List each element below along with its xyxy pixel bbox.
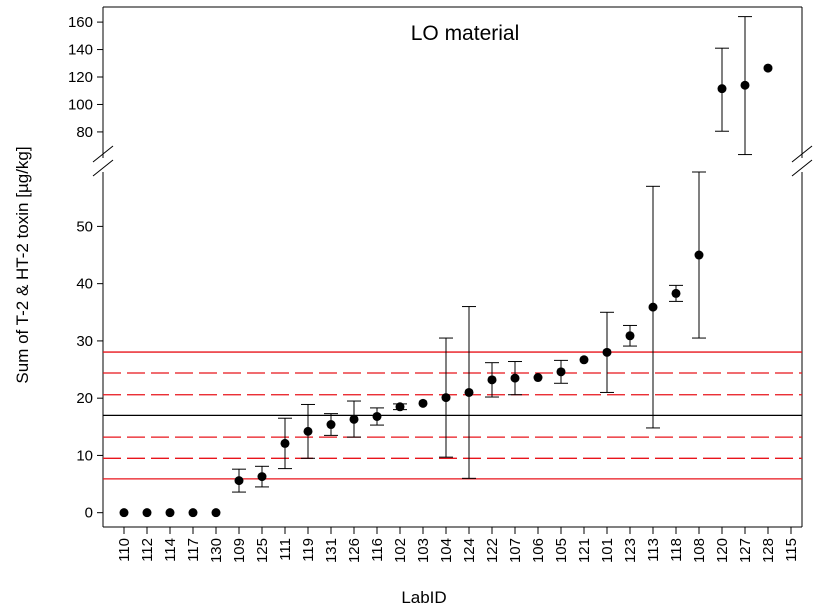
x-tick-label: 120 [714, 538, 731, 563]
x-tick-label: 107 [507, 538, 524, 563]
x-tick-label: 121 [576, 538, 593, 563]
x-tick-label: 124 [461, 538, 478, 563]
data-point [579, 355, 589, 365]
x-tick-label: 115 [783, 538, 800, 562]
y-tick-label: 80 [76, 124, 93, 141]
y-tick-label: 0 [85, 505, 93, 522]
x-tick-label: 108 [691, 538, 708, 563]
data-point [671, 288, 681, 298]
data-point [234, 476, 244, 486]
x-tick-label: 116 [369, 538, 386, 562]
x-tick-label: 128 [760, 538, 777, 563]
data-point [510, 373, 520, 383]
data-point [441, 393, 451, 403]
data-point [648, 302, 658, 312]
x-tick-label: 127 [737, 538, 754, 563]
data-point [418, 398, 428, 408]
data-point [717, 84, 727, 94]
data-point [165, 508, 175, 518]
data-point [188, 508, 198, 518]
data-point [142, 508, 152, 518]
x-tick-label: 104 [438, 538, 455, 563]
x-tick-label: 106 [530, 538, 547, 563]
data-point [763, 63, 773, 73]
x-tick-label: 125 [254, 538, 271, 563]
x-tick-label: 123 [622, 538, 639, 563]
x-tick-label: 105 [553, 538, 570, 563]
data-point [372, 411, 382, 421]
x-tick-label: 103 [415, 538, 432, 563]
x-tick-label: 110 [116, 538, 133, 562]
data-point [257, 472, 267, 482]
data-point [740, 80, 750, 90]
x-tick-label: 114 [162, 538, 179, 562]
chart-title: LO material [411, 22, 520, 45]
y-tick-label: 120 [68, 69, 93, 86]
x-tick-label: 109 [231, 538, 248, 563]
data-point [211, 508, 221, 518]
plot-frame [92, 6, 813, 528]
data-point [602, 347, 612, 357]
data-point [533, 373, 543, 383]
data-point [349, 414, 359, 424]
x-tick-label: 113 [645, 538, 662, 562]
x-tick-label: 122 [484, 538, 501, 563]
y-tick-label: 100 [68, 96, 93, 113]
x-tick-label: 126 [346, 538, 363, 563]
y-tick-label: 20 [76, 390, 93, 407]
x-tick-label: 102 [392, 538, 409, 563]
x-tick-label: 112 [139, 538, 156, 562]
data-point [464, 387, 474, 397]
y-tick-label: 50 [76, 218, 93, 235]
data-point [326, 420, 336, 430]
x-axis-label: LabID [401, 588, 446, 607]
data-point [487, 375, 497, 385]
x-tick-label: 119 [300, 538, 317, 562]
data-point [280, 438, 290, 448]
data-point [556, 367, 566, 377]
x-tick-label: 118 [668, 538, 685, 562]
y-tick-label: 10 [76, 447, 93, 464]
data-point [694, 250, 704, 260]
data-point [395, 402, 405, 412]
y-tick-label: 140 [68, 42, 93, 59]
y-tick-label: 160 [68, 14, 93, 31]
data-point [625, 331, 635, 341]
x-tick-label: 131 [323, 538, 340, 563]
x-tick-label: 117 [185, 538, 202, 562]
y-axis-label: Sum of T-2 & HT-2 toxin [µg/kg] [13, 146, 32, 383]
data-point [119, 508, 129, 518]
y-tick-label: 30 [76, 333, 93, 350]
y-tick-label: 40 [76, 276, 93, 293]
x-tick-label: 111 [277, 538, 294, 561]
x-tick-label: 101 [599, 538, 616, 563]
x-tick-label: 130 [208, 538, 225, 563]
data-point [303, 426, 313, 436]
